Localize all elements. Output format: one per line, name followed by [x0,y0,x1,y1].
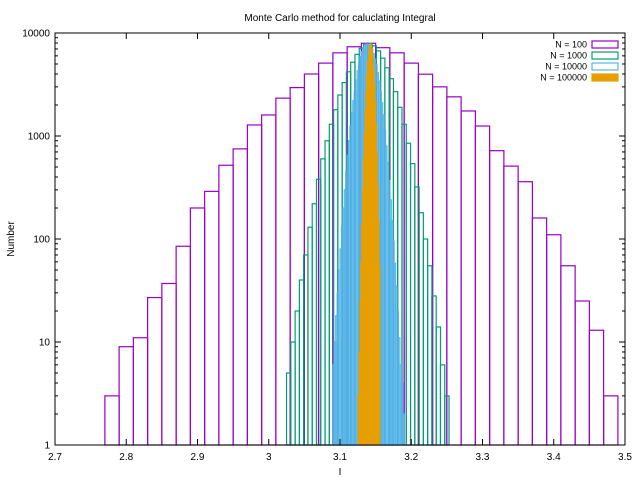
y-tick-label: 1 [44,441,50,452]
histogram-bar [246,124,263,446]
legend-label: N = 10000 [545,62,587,72]
histogram-bar [405,142,412,446]
x-tick-label: 3.1 [333,452,347,463]
histogram-bar [503,165,519,446]
histogram-bar [104,395,120,446]
histogram-bar [460,110,476,446]
histogram-bar [474,125,491,446]
histogram-bar [320,158,326,446]
histogram-bar [417,73,434,446]
histogram-bar [147,296,163,446]
x-tick-label: 3.3 [476,452,490,463]
histogram-bar [560,265,576,446]
y-tick-label: 100 [33,235,50,246]
x-tick-label: 2.9 [191,452,205,463]
series-4 [357,43,381,446]
x-tick-label: 3.4 [547,452,561,463]
legend-swatch [591,40,619,49]
legend-swatch [591,62,619,71]
x-tick-label: 3.5 [618,452,632,463]
histogram-bar [118,346,134,446]
histogram-bar [161,282,177,446]
x-axis-label: I [339,467,342,478]
histogram-bar [218,164,234,446]
legend-swatch [591,51,619,60]
histogram-bar [189,207,206,446]
histogram-bar [311,203,318,446]
y-tick-label: 1000 [28,132,51,143]
histogram-bar [418,212,424,446]
y-tick-label: 10 [39,338,51,349]
histogram-bar [531,217,548,446]
x-tick-label: 2.8 [119,452,133,463]
histogram-bar [289,87,305,446]
histogram-bar [427,265,433,446]
histogram-bar [379,265,381,446]
histogram-bar [422,238,429,446]
histogram-bar [402,413,405,446]
histogram-bar [175,245,191,446]
histogram-bar [409,162,416,446]
x-tick-label: 3 [266,452,272,463]
histogram-bar [588,329,605,446]
histogram-bar [294,310,300,446]
histogram-bar [324,140,330,446]
chart-title: Monte Carlo method for caluclating Integ… [244,13,435,24]
legend-label: N = 100 [555,40,587,50]
histogram-bar [574,300,590,446]
histogram-bar [517,181,533,446]
bars-layer [104,42,619,446]
histogram-bar [261,114,277,446]
legend-label: N = 1000 [550,51,587,61]
histogram-bar [439,364,446,446]
histogram-bar [298,279,305,446]
histogram-bar [489,150,505,446]
histogram-bar [290,341,296,446]
histogram-bar [435,326,442,446]
histogram-bar [275,97,291,446]
histogram-bar [204,190,220,446]
axes-layer: 2.7 2.8 2.9 3 3.1 3.2 3.3 3.4 3.5 1 10 100 1000 10000 [22,29,632,464]
histogram-bar [446,96,462,446]
histogram-bar [546,234,562,446]
y-tick-label: 10000 [22,29,50,40]
x-tick-label: 2.7 [48,452,62,463]
histogram-bar [603,395,619,446]
y-axis-label: Number [6,221,17,257]
x-tick-label: 3.2 [404,452,418,463]
legend-label: N = 100000 [540,73,587,83]
histogram-bar [132,337,149,446]
histogram-bar [307,226,313,446]
legend-swatch [591,73,619,82]
histogram-bar [232,148,248,446]
